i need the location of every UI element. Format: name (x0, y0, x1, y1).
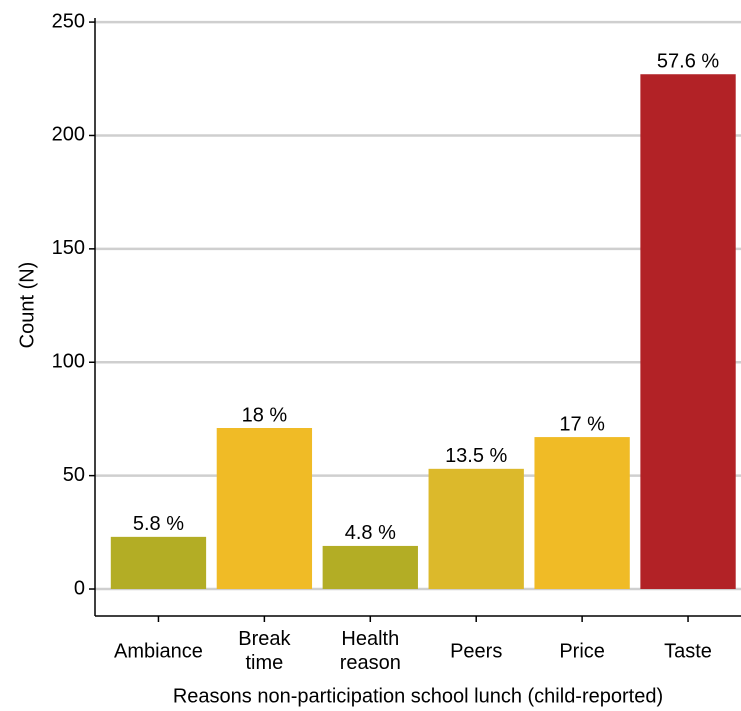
bar (534, 437, 630, 590)
x-tick-label: Peers (450, 640, 502, 662)
x-tick-label: Ambiance (114, 640, 203, 662)
x-tick-label: Health reason (340, 628, 401, 674)
bar (110, 536, 207, 590)
value-label: 5.8 % (133, 513, 184, 535)
bar (216, 428, 313, 590)
y-axis-label: Count (N) (16, 262, 38, 349)
x-tick-label: Break time (238, 628, 291, 674)
y-tick-label: 250 (52, 10, 85, 32)
bar (428, 468, 524, 590)
bar (640, 74, 736, 590)
value-label: 4.8 % (345, 522, 396, 544)
value-label: 18 % (242, 404, 288, 426)
y-tick-label: 100 (52, 351, 85, 373)
y-tick-label: 50 (63, 464, 85, 486)
y-tick-label: 0 (74, 577, 85, 599)
x-tick-label: Taste (664, 640, 712, 662)
value-label: 17 % (559, 413, 605, 435)
bar (322, 545, 418, 590)
value-label: 57.6 % (657, 51, 719, 73)
x-tick-label: Price (559, 640, 605, 662)
y-tick-label: 200 (52, 124, 85, 146)
x-axis-label: Reasons non-participation school lunch (… (173, 685, 663, 707)
value-label: 13.5 % (445, 445, 507, 467)
y-tick-label: 150 (52, 237, 85, 259)
